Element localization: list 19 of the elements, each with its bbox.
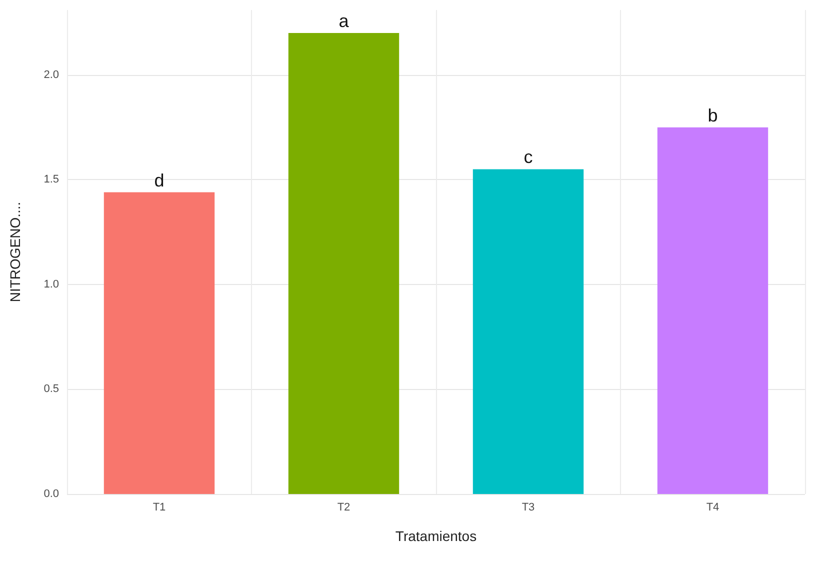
annotation: a [338,11,350,32]
x-tick-label: T3 [522,502,535,514]
x-axis-title: Tratamientos [395,528,477,544]
bar [288,33,400,494]
x-tick-label: T4 [706,502,720,514]
x-tick-label: T1 [152,502,166,514]
bar [104,192,215,494]
y-tick-label: 0.0 [44,488,59,500]
y-tick-label: 0.5 [44,383,59,396]
y-tick-label: 2.0 [44,68,59,81]
annotation: b [708,105,718,126]
x-tick-label: T2 [337,502,350,514]
annotation: d [154,170,164,190]
annotation: c [524,147,533,168]
bar [472,169,584,494]
y-axis-title: NITROGENO.... [7,202,23,302]
y-tick-label: 1.0 [44,278,59,290]
bar [657,127,768,494]
y-tick-label: 1.5 [44,174,59,186]
